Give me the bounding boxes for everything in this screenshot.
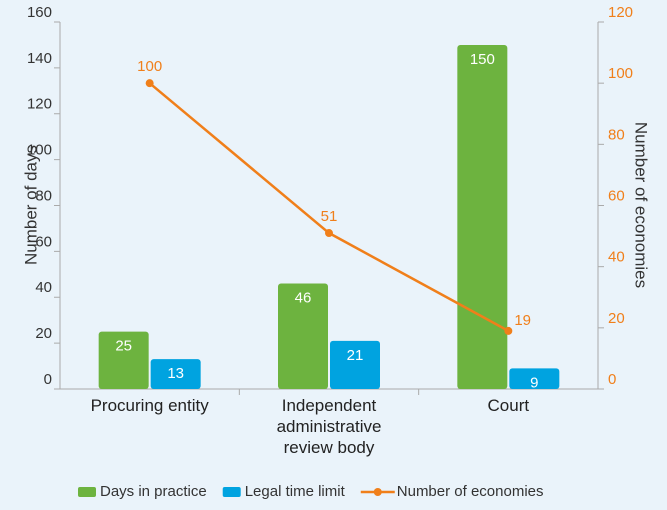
legend-label: Legal time limit bbox=[245, 483, 346, 500]
bar bbox=[509, 368, 560, 389]
bar bbox=[278, 283, 328, 389]
legend-label: Number of economies bbox=[397, 483, 544, 500]
y-tick-label: 80 bbox=[35, 187, 52, 204]
y2-tick-label: 100 bbox=[608, 65, 633, 82]
bar-label: 25 bbox=[115, 338, 132, 355]
y-tick-label: 160 bbox=[27, 4, 52, 21]
y2-tick-label: 120 bbox=[608, 4, 633, 21]
line-point bbox=[504, 326, 513, 335]
x-tick-label: Court bbox=[487, 396, 530, 415]
y2-tick-label: 20 bbox=[608, 310, 625, 327]
bar bbox=[457, 44, 508, 389]
bar bbox=[330, 340, 380, 389]
y2-tick-label: 80 bbox=[608, 126, 625, 143]
bar-label: 9 bbox=[530, 374, 538, 391]
y2-tick-label: 60 bbox=[608, 187, 625, 204]
bar bbox=[98, 331, 149, 389]
y-tick-label: 20 bbox=[35, 325, 52, 342]
line-label: 19 bbox=[514, 312, 531, 329]
line-label: 100 bbox=[137, 58, 162, 75]
line-label: 51 bbox=[321, 208, 338, 225]
x-tick-label: Independent administrative review body bbox=[276, 396, 382, 457]
legend-swatch bbox=[222, 487, 241, 497]
x-tick-label: Procuring entity bbox=[90, 396, 209, 415]
y-axis-title: Number of days bbox=[21, 145, 40, 265]
y2-axis-title: Number of economies bbox=[632, 122, 651, 288]
bar-label: 46 bbox=[295, 289, 312, 306]
line-point bbox=[145, 79, 154, 88]
bar bbox=[150, 359, 201, 389]
y-tick-label: 140 bbox=[27, 50, 52, 67]
bar-label: 21 bbox=[347, 347, 364, 364]
y2-tick-label: 0 bbox=[608, 371, 616, 388]
bar-label: 13 bbox=[167, 365, 184, 382]
y-tick-label: 0 bbox=[44, 371, 52, 388]
x-tick-label-box: Procuring entity bbox=[90, 396, 209, 415]
legend-swatch bbox=[78, 487, 96, 497]
bar-label: 150 bbox=[470, 51, 495, 68]
legend-marker bbox=[373, 488, 382, 496]
x-tick-label-box: Court bbox=[487, 396, 530, 415]
y2-tick-label: 40 bbox=[608, 249, 625, 266]
y-tick-label: 100 bbox=[27, 142, 52, 159]
legend-label: Days in practice bbox=[100, 483, 207, 500]
y-tick-label: 120 bbox=[27, 96, 52, 113]
y-tick-label: 60 bbox=[35, 233, 52, 250]
line-point bbox=[325, 229, 333, 238]
x-tick-label-box: Independent administrative review body bbox=[276, 396, 382, 457]
y-tick-label: 40 bbox=[35, 279, 52, 296]
